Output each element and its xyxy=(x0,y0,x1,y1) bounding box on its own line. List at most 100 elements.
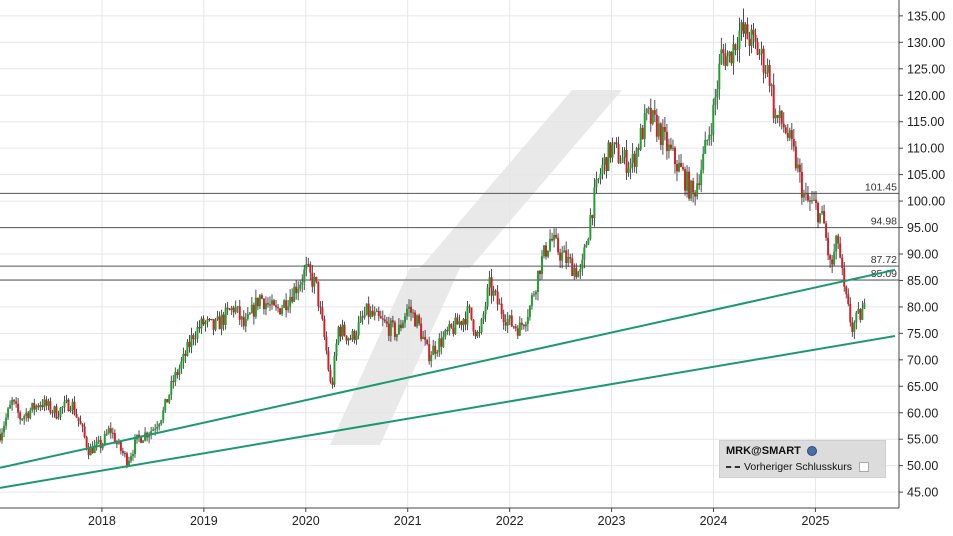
candle-body xyxy=(653,110,656,115)
candle-body xyxy=(663,126,666,132)
candle-body xyxy=(35,405,38,410)
candle-body xyxy=(367,303,370,317)
candle-body xyxy=(863,302,866,309)
candle-body xyxy=(303,269,306,283)
candle-body xyxy=(426,339,429,345)
candle-body xyxy=(504,322,507,326)
candle-body xyxy=(698,183,701,186)
candle-body xyxy=(591,215,594,219)
candle-body xyxy=(422,336,425,340)
candle-body xyxy=(601,164,604,174)
candle-body xyxy=(190,335,193,348)
candle-body xyxy=(859,309,862,320)
candle-body xyxy=(639,127,642,150)
candle-body xyxy=(343,324,346,336)
legend-symbol[interactable]: MRK@SMART xyxy=(726,445,879,457)
y-tick-label: 115.00 xyxy=(907,115,944,129)
candle-body xyxy=(702,153,705,170)
candle-body xyxy=(172,380,175,382)
candle-body xyxy=(538,270,541,275)
y-tick-label: 105.00 xyxy=(907,168,945,182)
candle-body xyxy=(821,211,824,214)
candle-body xyxy=(825,223,828,238)
candle-body xyxy=(512,326,515,328)
candle-body xyxy=(597,178,600,180)
candle-body xyxy=(321,307,324,320)
candle-body xyxy=(520,322,523,325)
candle-body xyxy=(772,84,775,119)
candle-body xyxy=(756,42,759,55)
candle-body xyxy=(675,164,678,172)
pin-icon[interactable] xyxy=(806,446,817,456)
candle-body xyxy=(69,409,72,412)
candle-body xyxy=(240,316,243,320)
candle-body xyxy=(363,314,366,318)
candle-body xyxy=(222,314,225,325)
candle-body xyxy=(784,127,787,134)
candle-body xyxy=(806,194,809,201)
candle-body xyxy=(140,436,143,443)
candle-body xyxy=(33,403,36,410)
candle-body xyxy=(456,317,459,325)
candle-body xyxy=(478,331,481,333)
candle-body xyxy=(9,404,12,409)
candle-body xyxy=(655,114,658,137)
level-label: 87.72 xyxy=(871,254,897,266)
toggle-checkbox[interactable] xyxy=(858,462,869,472)
candle-body xyxy=(454,317,457,334)
candle-body xyxy=(714,97,717,105)
candle-body xyxy=(571,258,574,276)
level-label: 94.98 xyxy=(871,216,897,228)
candle-body xyxy=(385,321,388,324)
candle-body xyxy=(47,401,50,406)
candle-body xyxy=(228,308,231,311)
candle-body xyxy=(794,146,797,169)
candle-body xyxy=(200,318,203,329)
candle-body xyxy=(45,399,48,406)
candle-body xyxy=(119,441,122,451)
candle-body xyxy=(434,345,437,354)
candle-body xyxy=(728,51,731,57)
candle-body xyxy=(553,234,556,241)
candle-body xyxy=(361,316,364,318)
candle-body xyxy=(266,303,269,305)
candle-body xyxy=(285,300,288,311)
candle-body xyxy=(125,453,128,466)
candle-body xyxy=(569,256,572,259)
candle-body xyxy=(615,142,618,144)
candle-body xyxy=(758,53,761,55)
candle-body xyxy=(611,144,614,158)
candle-body xyxy=(472,319,475,332)
candle-body xyxy=(547,250,550,257)
candle-body xyxy=(857,309,860,313)
candle-body xyxy=(327,350,330,370)
candle-body xyxy=(166,399,169,403)
candle-body xyxy=(581,259,584,270)
candle-body xyxy=(706,139,709,141)
candle-body xyxy=(252,304,255,317)
candle-body xyxy=(416,315,419,327)
candle-body xyxy=(53,406,56,413)
candle-body xyxy=(1,432,4,441)
candle-body xyxy=(567,256,570,264)
candle-body xyxy=(617,143,620,163)
candle-body xyxy=(142,440,145,443)
candle-body xyxy=(694,192,697,197)
candle-body xyxy=(736,49,739,51)
candle-body xyxy=(192,335,195,340)
candle-body xyxy=(466,306,469,325)
candle-body xyxy=(51,412,54,414)
candle-body xyxy=(371,310,374,316)
y-tick-label: 90.00 xyxy=(907,248,938,262)
candle-body xyxy=(262,298,265,310)
candle-body xyxy=(37,405,40,408)
candle-body xyxy=(696,183,699,197)
candle-body xyxy=(804,193,807,195)
candle-body xyxy=(718,63,721,90)
candle-body xyxy=(534,292,537,295)
candle-body xyxy=(111,432,114,434)
candle-body xyxy=(780,110,783,124)
candle-body xyxy=(619,162,622,164)
watermark-bar-lower xyxy=(330,268,460,445)
legend-previous-close[interactable]: Vorheriger Schlusskurs xyxy=(726,461,879,473)
